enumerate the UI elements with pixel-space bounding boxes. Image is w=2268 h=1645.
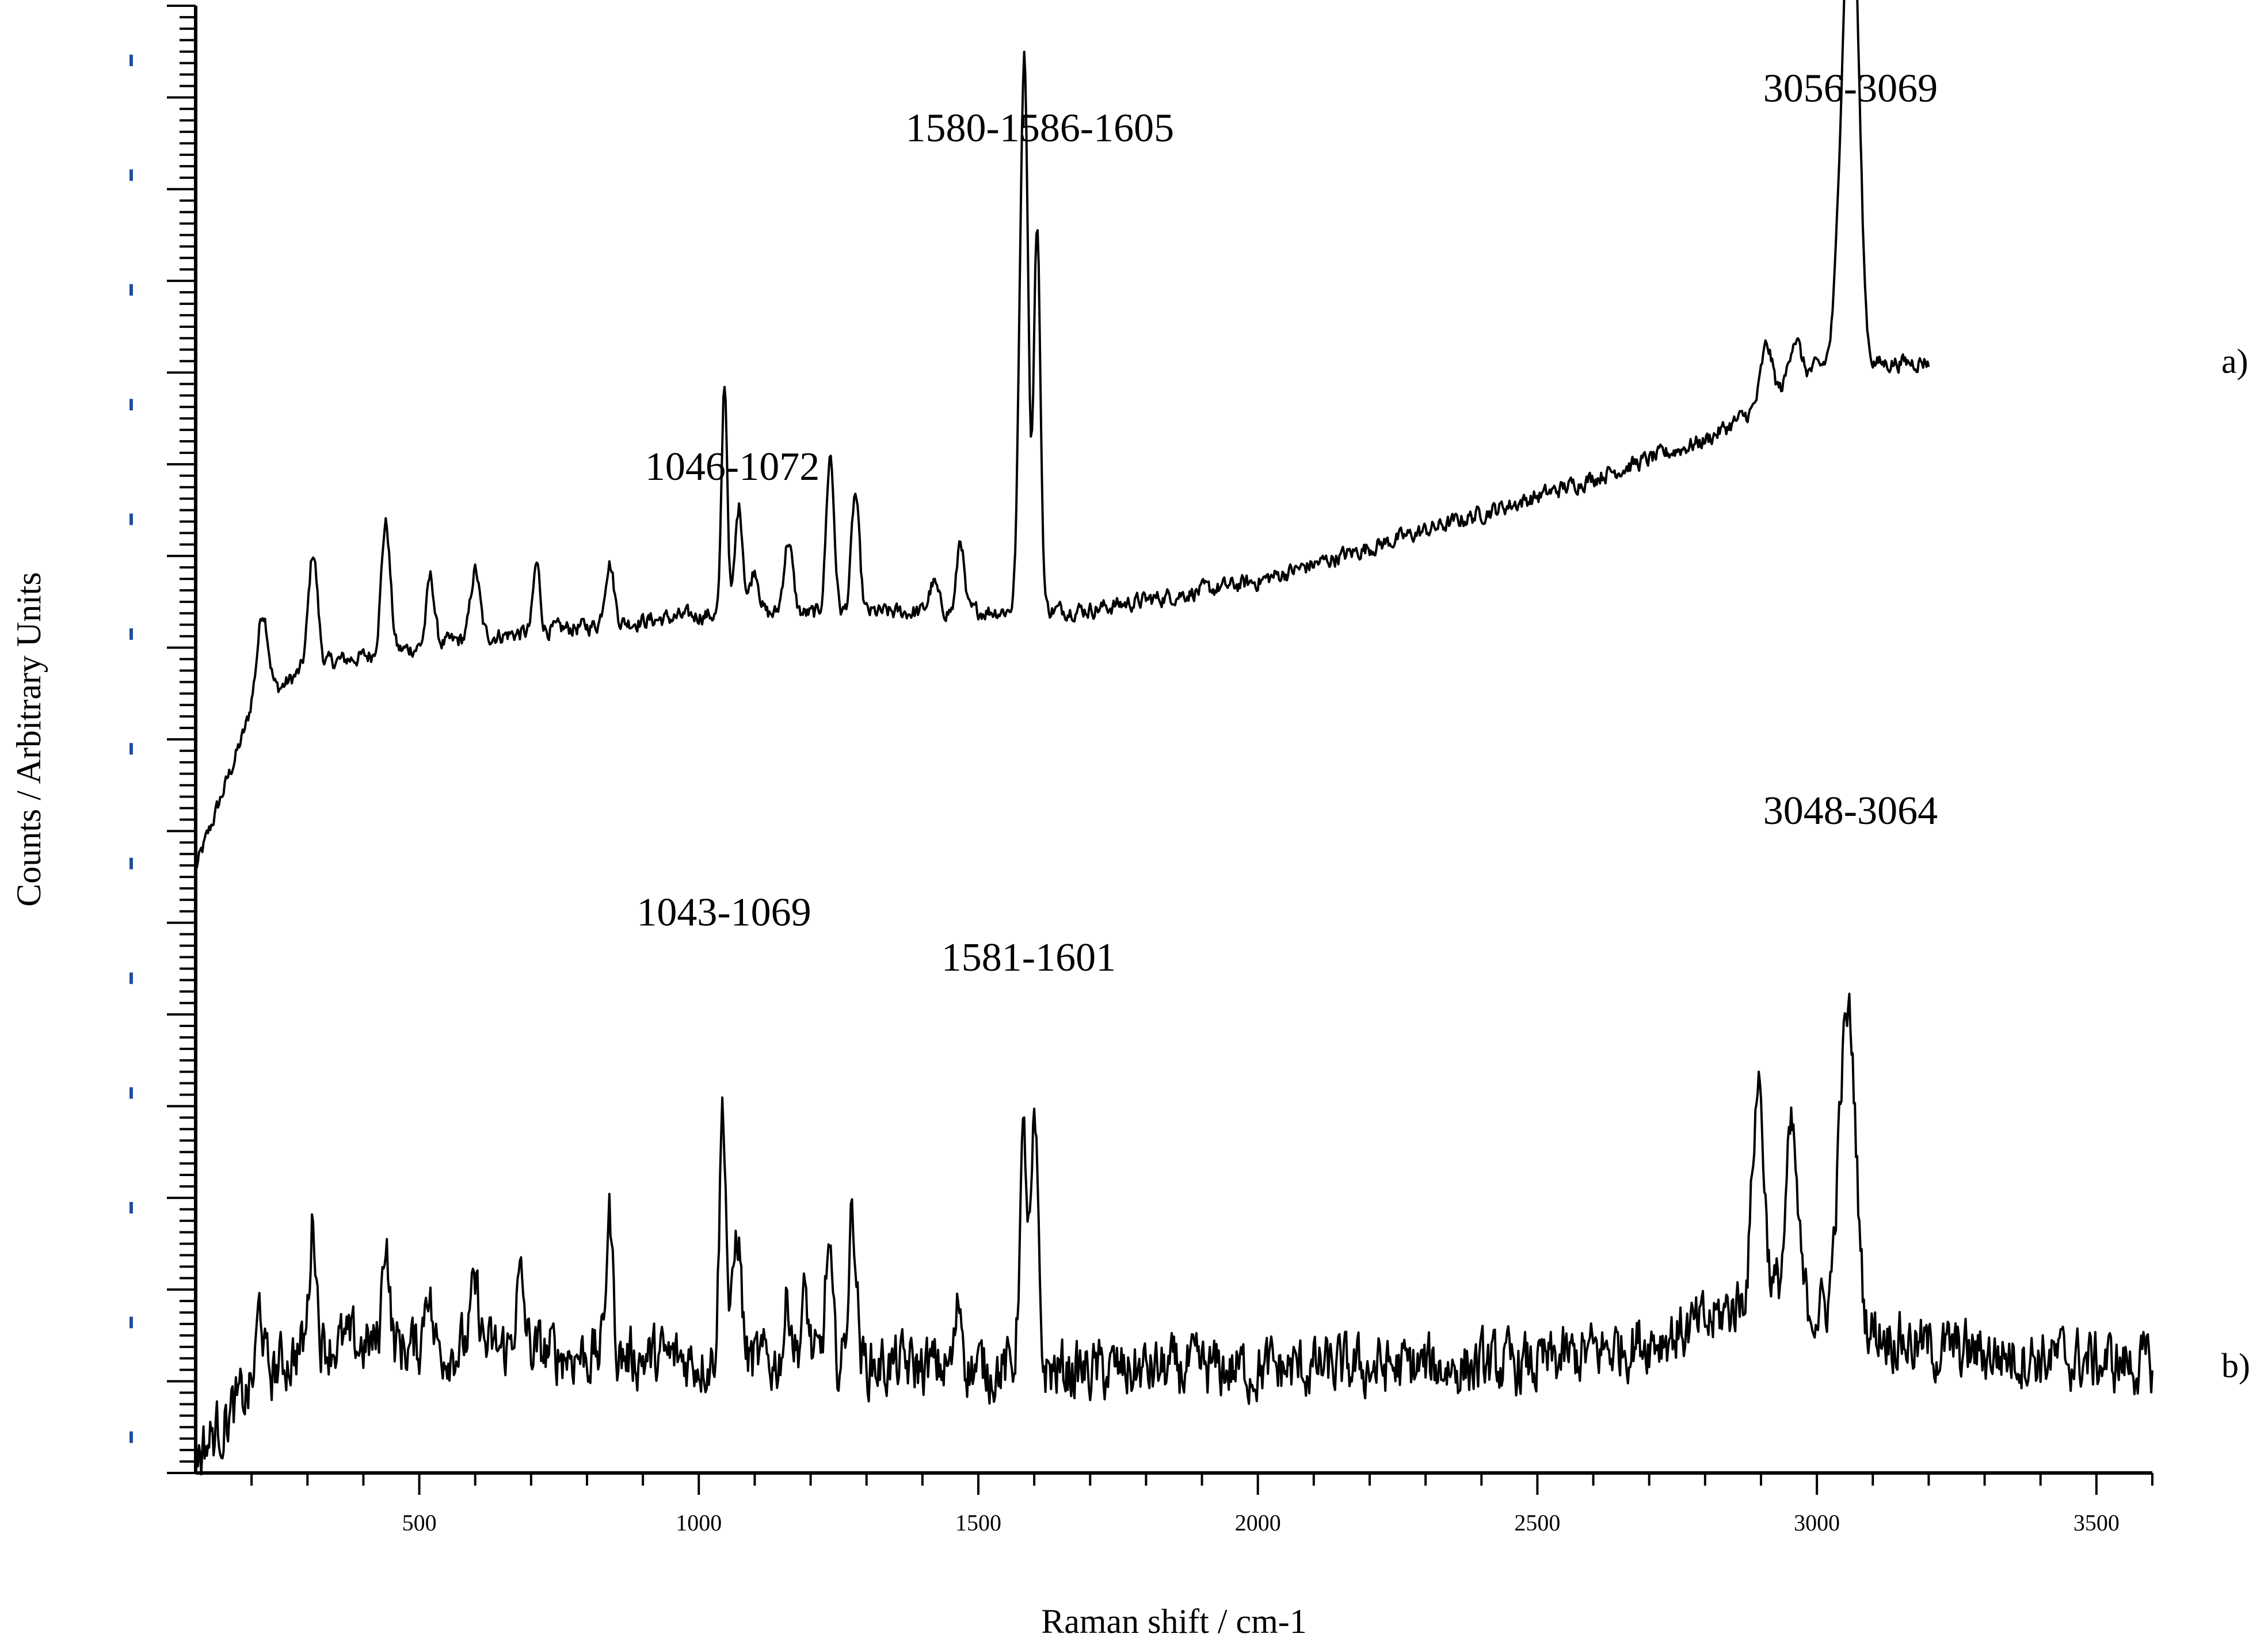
peak-annotation: 1043-1069: [636, 891, 811, 935]
peak-annotation: 3048-3064: [1763, 789, 1938, 833]
x-ticks: 500 1000 1500 2000 2500 3000 3500: [250, 1473, 2153, 1536]
y-axis-title: Counts / Arbitrary Units: [10, 572, 48, 907]
x-tick-label: 3500: [2073, 1510, 2120, 1536]
axes: 500 1000 1500 2000 2500 3000 3500: [129, 5, 2153, 1536]
x-tick-label: 2000: [1235, 1510, 1281, 1536]
peak-annotation: 3056-3069: [1763, 67, 1938, 111]
x-tick-label: 1500: [955, 1510, 1001, 1536]
series-line-b: [195, 993, 2153, 1476]
annotation-layer: 1046-1072 1580-1586-1605 3056-3069 1043-106…: [636, 67, 1938, 980]
y-minor-ticks: [167, 5, 196, 1474]
x-tick-label: 500: [402, 1510, 437, 1536]
series-layer: a) b): [195, 0, 2250, 1476]
peak-annotation: 1046-1072: [645, 445, 819, 489]
x-tick-label: 1000: [676, 1510, 722, 1536]
x-tick-label: 3000: [1794, 1510, 1840, 1536]
series-line-a: [195, 0, 1930, 869]
peak-annotation: 1581-1601: [941, 936, 1116, 980]
x-tick-label: 2500: [1514, 1510, 1560, 1536]
series-label: b): [2221, 1347, 2250, 1385]
x-axis-title: Raman shift / cm-1: [1041, 1602, 1307, 1640]
peak-annotation: 1580-1586-1605: [906, 106, 1175, 150]
series-label: a): [2221, 342, 2248, 380]
